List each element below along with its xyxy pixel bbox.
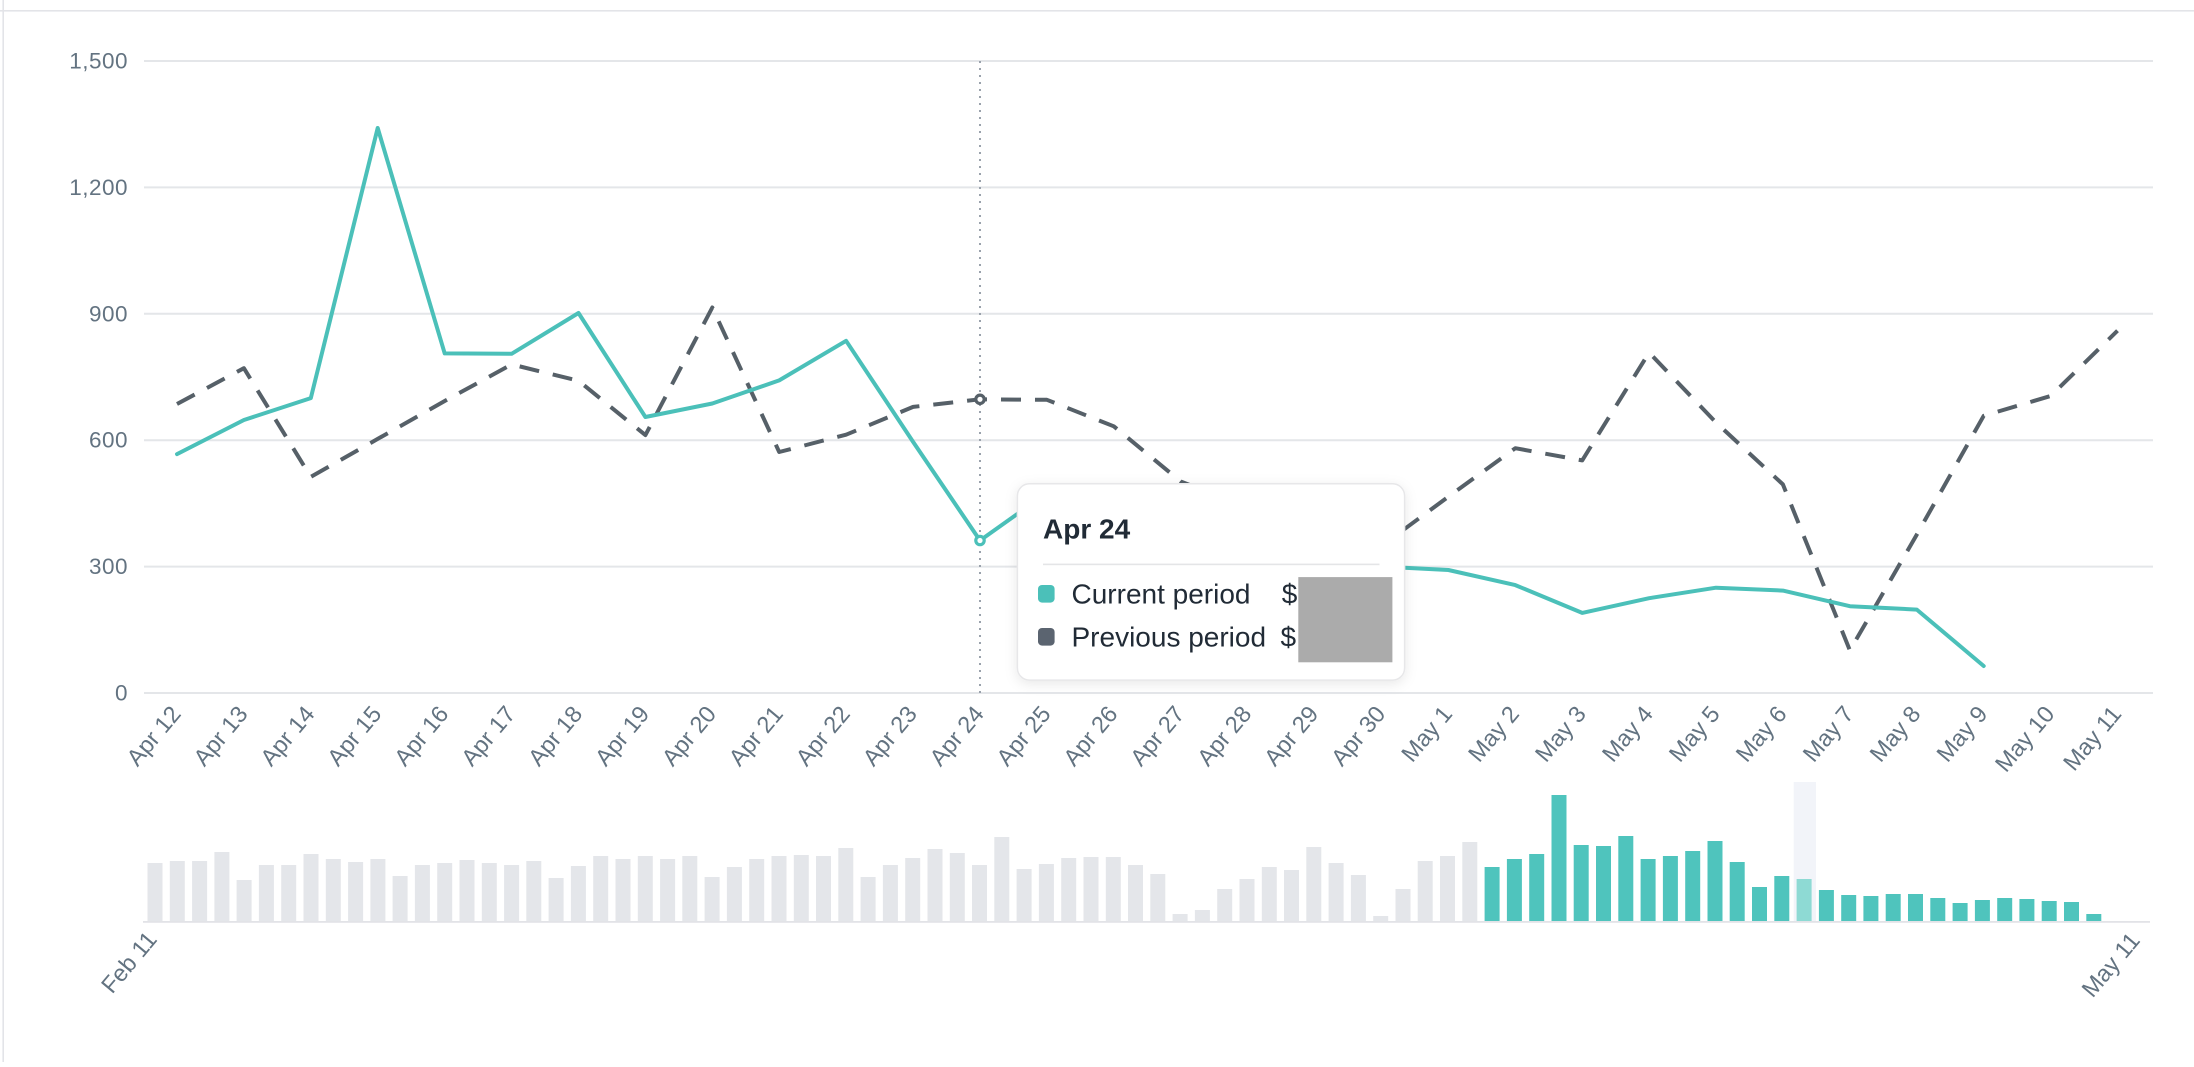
svg-text:0: 0 <box>115 681 128 706</box>
svg-text:May 11: May 11 <box>2076 928 2144 1002</box>
svg-text:Apr 23: Apr 23 <box>858 701 922 771</box>
svg-text:May 10: May 10 <box>1990 701 2059 777</box>
svg-text:1,500: 1,500 <box>69 49 128 74</box>
svg-text:300: 300 <box>89 554 128 579</box>
svg-text:$: $ <box>1282 579 1298 610</box>
svg-text:Current period: Current period <box>1072 579 1251 610</box>
svg-text:Apr 29: Apr 29 <box>1259 701 1323 771</box>
svg-text:600: 600 <box>89 428 128 453</box>
svg-text:Apr 13: Apr 13 <box>188 701 252 771</box>
svg-text:May 4: May 4 <box>1597 701 1658 767</box>
svg-text:May 11: May 11 <box>2058 701 2126 775</box>
svg-text:Apr 17: Apr 17 <box>456 701 520 771</box>
svg-text:Apr 19: Apr 19 <box>590 701 654 771</box>
svg-text:Apr 15: Apr 15 <box>322 701 386 771</box>
svg-text:Apr 20: Apr 20 <box>657 701 721 771</box>
svg-text:Apr 21: Apr 21 <box>724 701 788 771</box>
svg-text:Feb 11: Feb 11 <box>96 927 162 998</box>
svg-text:May 9: May 9 <box>1931 701 1992 767</box>
svg-text:$: $ <box>1281 622 1297 653</box>
svg-text:May 5: May 5 <box>1664 701 1725 767</box>
svg-text:May 1: May 1 <box>1396 701 1457 767</box>
svg-text:Apr 28: Apr 28 <box>1192 701 1256 771</box>
svg-text:Apr 12: Apr 12 <box>121 701 185 771</box>
svg-text:Apr 14: Apr 14 <box>255 701 319 771</box>
svg-text:May 7: May 7 <box>1798 701 1859 767</box>
svg-text:Previous period: Previous period <box>1072 622 1267 653</box>
svg-text:Apr 16: Apr 16 <box>389 701 453 771</box>
svg-text:Apr 27: Apr 27 <box>1125 701 1189 771</box>
svg-text:Apr 25: Apr 25 <box>991 701 1055 771</box>
svg-text:900: 900 <box>89 301 128 326</box>
svg-text:Apr 18: Apr 18 <box>523 701 587 771</box>
svg-text:Apr 30: Apr 30 <box>1326 701 1390 771</box>
svg-text:May 6: May 6 <box>1731 701 1792 767</box>
svg-text:Apr 22: Apr 22 <box>791 701 855 771</box>
svg-text:1,200: 1,200 <box>69 175 128 200</box>
svg-text:May 8: May 8 <box>1865 701 1926 767</box>
svg-text:May 2: May 2 <box>1463 701 1524 767</box>
svg-text:May 3: May 3 <box>1530 701 1591 767</box>
svg-text:Apr 24: Apr 24 <box>1043 514 1131 545</box>
svg-text:Apr 26: Apr 26 <box>1058 701 1122 771</box>
svg-text:Apr 24: Apr 24 <box>924 701 988 771</box>
